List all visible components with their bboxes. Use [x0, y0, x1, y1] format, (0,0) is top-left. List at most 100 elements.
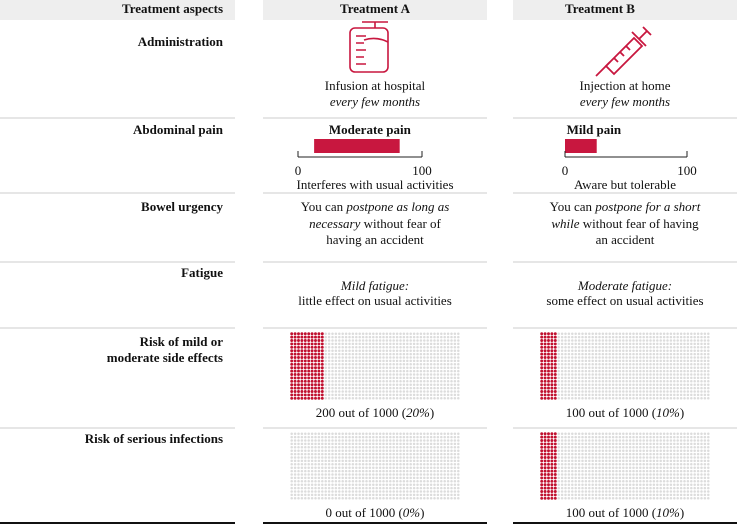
- icon-unaffected: [574, 469, 577, 473]
- icon-unaffected: [351, 466, 355, 469]
- icon-unaffected: [348, 349, 351, 352]
- icon-unaffected: [598, 476, 601, 480]
- icon-unaffected: [588, 486, 591, 490]
- icon-unaffected: [639, 480, 642, 483]
- icon-unaffected: [426, 490, 429, 493]
- icon-affected: [307, 396, 311, 400]
- icon-unaffected: [693, 393, 696, 397]
- icon-unaffected: [703, 497, 707, 500]
- icon-unaffected: [389, 476, 392, 480]
- icon-unaffected: [385, 446, 389, 449]
- icon-unaffected: [365, 366, 368, 369]
- icon-unaffected: [696, 469, 700, 473]
- icon-unaffected: [297, 452, 300, 456]
- icon-unaffected: [338, 342, 341, 346]
- icon-unaffected: [344, 469, 348, 473]
- icon-unaffected: [378, 373, 382, 376]
- icon-unaffected: [625, 366, 628, 369]
- icon-unaffected: [446, 349, 450, 352]
- icon-unaffected: [683, 449, 686, 452]
- axis-tick-label: 0: [562, 163, 569, 178]
- icon-unaffected: [399, 359, 402, 363]
- icon-unaffected: [588, 390, 591, 393]
- icon-affected: [550, 332, 554, 336]
- icon-unaffected: [707, 466, 710, 469]
- icon-unaffected: [693, 386, 696, 390]
- icon-unaffected: [632, 493, 635, 497]
- icon-unaffected: [686, 466, 690, 469]
- icon-unaffected: [348, 466, 351, 469]
- icon-unaffected: [402, 490, 406, 493]
- icon-unaffected: [392, 469, 395, 473]
- icon-unaffected: [605, 442, 608, 446]
- icon-unaffected: [392, 369, 395, 373]
- icon-unaffected: [560, 459, 564, 463]
- icon-unaffected: [406, 473, 409, 476]
- icon-affected: [314, 352, 317, 356]
- icon-unaffected: [297, 449, 300, 452]
- icon-unaffected: [611, 476, 615, 480]
- icon-unaffected: [423, 346, 426, 349]
- icon-unaffected: [419, 456, 423, 459]
- icon-unaffected: [707, 456, 710, 459]
- icon-unaffected: [334, 359, 338, 363]
- icon-unaffected: [440, 352, 443, 356]
- icon-unaffected: [348, 435, 351, 439]
- icon-unaffected: [584, 463, 588, 466]
- icon-unaffected: [588, 380, 591, 383]
- icon-unaffected: [645, 386, 649, 390]
- icon-unaffected: [443, 486, 446, 490]
- icon-unaffected: [560, 397, 564, 400]
- icon-unaffected: [453, 442, 457, 446]
- icon-unaffected: [416, 459, 419, 463]
- icon-affected: [550, 483, 554, 487]
- icon-unaffected: [423, 473, 426, 476]
- icon-unaffected: [632, 359, 635, 363]
- icon-unaffected: [338, 432, 341, 435]
- icon-affected: [307, 390, 311, 393]
- cell-text: necessary without fear of: [309, 216, 441, 231]
- icon-affected: [290, 356, 294, 359]
- icon-affected: [547, 445, 550, 449]
- icon-unaffected: [433, 459, 436, 463]
- icon-affected: [307, 339, 311, 342]
- icon-unaffected: [378, 435, 382, 439]
- icon-unaffected: [666, 373, 669, 376]
- icon-unaffected: [314, 442, 317, 446]
- icon-unaffected: [310, 497, 314, 500]
- icon-unaffected: [443, 366, 446, 369]
- icon-unaffected: [419, 383, 423, 386]
- icon-unaffected: [372, 446, 375, 449]
- icon-unaffected: [457, 366, 460, 369]
- icon-unaffected: [642, 390, 645, 393]
- icon-unaffected: [615, 463, 618, 466]
- icon-affected: [307, 373, 311, 376]
- icon-unaffected: [560, 335, 564, 339]
- icon-unaffected: [443, 335, 446, 339]
- icon-unaffected: [693, 459, 696, 463]
- icon-unaffected: [645, 432, 649, 435]
- icon-unaffected: [300, 442, 304, 446]
- icon-unaffected: [608, 473, 611, 476]
- icon-unaffected: [608, 493, 611, 497]
- icon-unaffected: [423, 446, 426, 449]
- icon-affected: [300, 352, 304, 356]
- icon-unaffected: [639, 376, 642, 380]
- icon-unaffected: [581, 497, 584, 500]
- icon-unaffected: [696, 442, 700, 446]
- icon-unaffected: [577, 342, 581, 346]
- icon-unaffected: [365, 339, 368, 342]
- icon-unaffected: [560, 376, 564, 380]
- icon-unaffected: [564, 452, 567, 456]
- icon-unaffected: [338, 466, 341, 469]
- icon-unaffected: [307, 493, 310, 497]
- icon-unaffected: [669, 352, 673, 356]
- icon-unaffected: [703, 432, 707, 435]
- icon-unaffected: [686, 476, 690, 480]
- icon-unaffected: [564, 497, 567, 500]
- icon-unaffected: [666, 346, 669, 349]
- icon-unaffected: [344, 466, 348, 469]
- icon-unaffected: [683, 446, 686, 449]
- icon-affected: [540, 390, 544, 393]
- icon-unaffected: [679, 463, 683, 466]
